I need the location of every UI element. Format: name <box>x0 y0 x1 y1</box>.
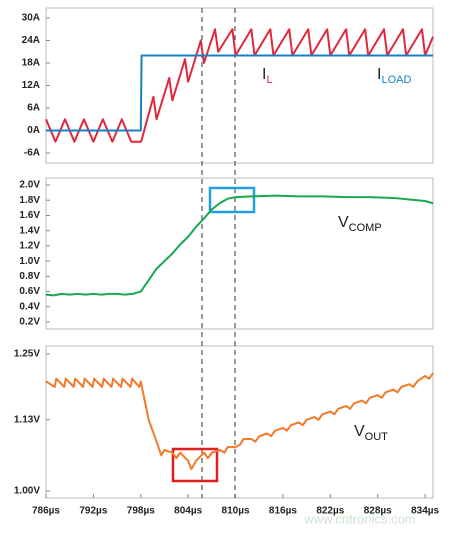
y-tick-label: 0.4V <box>19 301 40 312</box>
y-tick-label: 1.2V <box>19 241 40 252</box>
y-tick-label: 1.8V <box>19 195 40 206</box>
panel-frames <box>45 7 434 499</box>
series-label: VOUT <box>354 423 388 443</box>
x-tick-label: 804µs <box>174 506 202 517</box>
x-tick-label: 816µs <box>269 506 297 517</box>
y-tick-label: 6A <box>27 103 40 114</box>
marker-lines <box>201 8 236 498</box>
x-tick-label: 834µs <box>411 506 439 517</box>
y-tick-label: 1.13V <box>14 414 40 425</box>
x-tick-label: 828µs <box>364 506 392 517</box>
watermark: www.cntronics.com <box>303 511 415 526</box>
x-tick-label: 786µs <box>32 506 60 517</box>
highlight-box <box>171 447 219 483</box>
y-tick-label: -6A <box>24 148 40 159</box>
frame <box>45 177 434 330</box>
y-tick-label: 24A <box>22 35 40 46</box>
series-line <box>46 54 433 132</box>
x-tick-label: 792µs <box>79 506 107 517</box>
x-tick-label: 822µs <box>316 506 344 517</box>
y-tick-label: 0A <box>27 125 40 136</box>
x-tick-label: 810µs <box>222 506 250 517</box>
series-label: VCOMP <box>338 214 382 234</box>
series-line <box>45 372 434 471</box>
series-line <box>45 28 434 143</box>
y-tick-label: 0.8V <box>19 271 40 282</box>
highlight-box <box>208 186 256 214</box>
y-tick-label: 0.6V <box>19 286 40 297</box>
frame <box>45 345 434 499</box>
frame <box>45 7 434 164</box>
y-tick-label: 2.0V <box>19 180 40 191</box>
series-label: ILOAD <box>377 66 411 86</box>
y-tick-label: 12A <box>22 80 40 91</box>
y-tick-label: 30A <box>22 13 40 24</box>
x-tick-label: 798µs <box>127 506 155 517</box>
series-label: IL <box>262 66 273 86</box>
y-tick-label: 0.2V <box>19 317 40 328</box>
y-tick-label: 18A <box>22 58 40 69</box>
series-line <box>45 194 434 297</box>
y-tick-label: 1.0V <box>19 256 40 267</box>
y-tick-label: 1.00V <box>14 486 40 497</box>
y-tick-label: 1.25V <box>14 349 40 360</box>
y-tick-label: 1.6V <box>19 210 40 221</box>
y-tick-label: 1.4V <box>19 225 40 236</box>
